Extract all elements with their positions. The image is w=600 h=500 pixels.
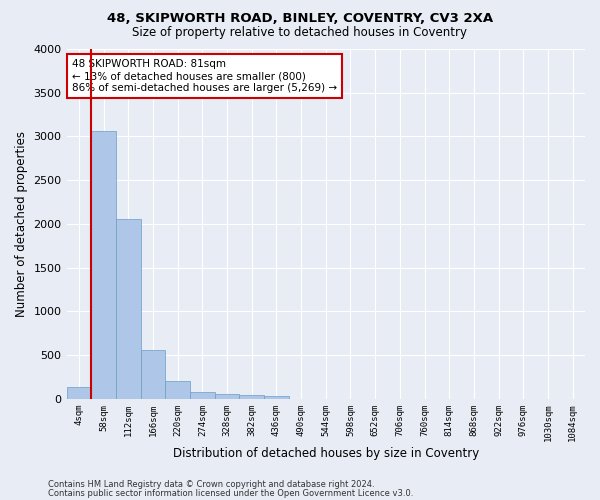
Bar	[190, 392, 215, 399]
Text: Size of property relative to detached houses in Coventry: Size of property relative to detached ho…	[133, 26, 467, 39]
Text: 48 SKIPWORTH ROAD: 81sqm
← 13% of detached houses are smaller (800)
86% of semi-: 48 SKIPWORTH ROAD: 81sqm ← 13% of detach…	[72, 60, 337, 92]
Bar	[215, 394, 239, 399]
Bar	[91, 131, 116, 399]
Text: 48, SKIPWORTH ROAD, BINLEY, COVENTRY, CV3 2XA: 48, SKIPWORTH ROAD, BINLEY, COVENTRY, CV…	[107, 12, 493, 26]
Bar	[264, 396, 289, 399]
Bar	[165, 382, 190, 399]
Bar	[239, 395, 264, 399]
Text: Contains HM Land Registry data © Crown copyright and database right 2024.: Contains HM Land Registry data © Crown c…	[48, 480, 374, 489]
Bar	[116, 218, 140, 399]
X-axis label: Distribution of detached houses by size in Coventry: Distribution of detached houses by size …	[173, 447, 479, 460]
Bar	[67, 386, 91, 399]
Bar	[140, 350, 165, 399]
Y-axis label: Number of detached properties: Number of detached properties	[15, 131, 28, 317]
Text: Contains public sector information licensed under the Open Government Licence v3: Contains public sector information licen…	[48, 488, 413, 498]
